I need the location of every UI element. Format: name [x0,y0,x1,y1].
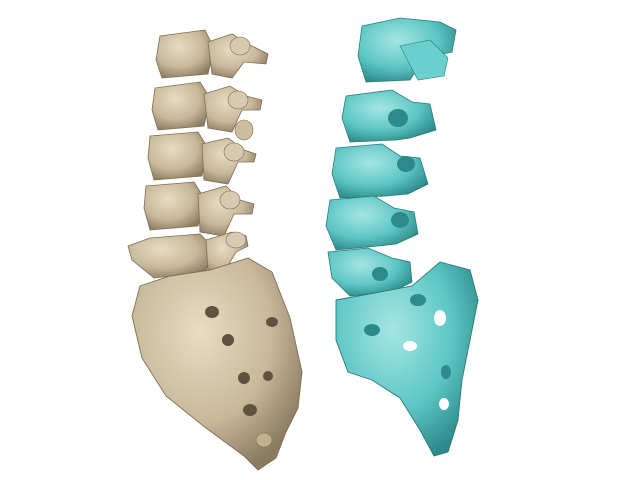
bone-vertebra-3 [147,131,257,185]
cyan-vertebra-5 [327,247,413,297]
bone-vertebra-5 [127,231,249,279]
cyan-sacrum [335,261,479,457]
cyan-vertebra-2 [341,89,437,143]
cyan-vertebra-4 [325,195,419,251]
cyan-segmented-spine-model [325,17,479,457]
bone-sacrum [131,257,303,471]
cyan-vertebra-1 [357,17,457,83]
bone-spine-model [127,29,303,471]
cyan-vertebra-3 [331,143,429,199]
bone-vertebra-2 [151,81,263,141]
bone-vertebra-1 [155,29,269,79]
bone-vertebra-4 [143,181,255,237]
